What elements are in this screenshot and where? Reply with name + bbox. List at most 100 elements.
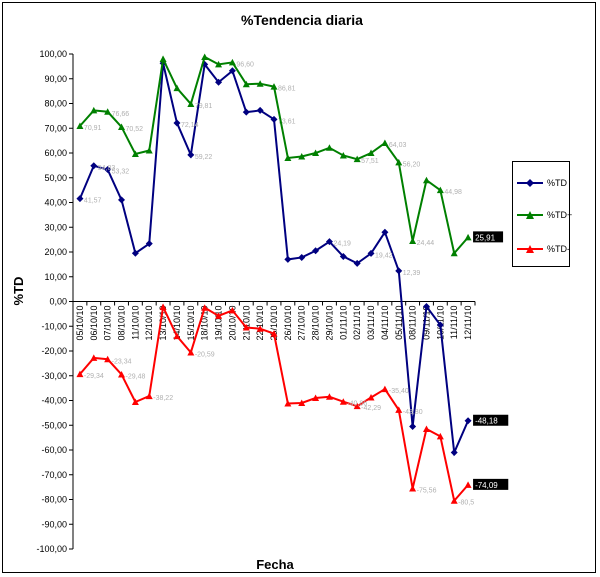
legend-item-td-plus: %TD+ bbox=[517, 208, 572, 222]
data-point-td-plus bbox=[76, 122, 84, 129]
data-point-td-plus bbox=[187, 100, 195, 107]
x-tick-label: 04/11/10 bbox=[380, 306, 390, 340]
data-label-td: 59,22 bbox=[195, 154, 213, 161]
data-point-td-plus bbox=[90, 106, 98, 114]
data-point-td bbox=[131, 249, 139, 257]
y-tick-label: 100,00 bbox=[39, 49, 67, 59]
data-point-td-plus bbox=[242, 80, 250, 88]
data-point-td bbox=[298, 253, 306, 261]
y-tick-label: 50,00 bbox=[44, 173, 67, 183]
data-point-td-minus bbox=[76, 370, 84, 378]
x-tick-label: 15/10/10 bbox=[186, 306, 196, 341]
data-point-td bbox=[464, 417, 472, 425]
data-point-td-plus bbox=[395, 158, 403, 166]
data-point-td-plus bbox=[131, 150, 139, 157]
data-point-td-plus bbox=[464, 233, 472, 241]
legend-marker-td-plus bbox=[517, 211, 543, 219]
x-tick-label: 07/10/10 bbox=[103, 306, 113, 341]
x-tick-label: 27/10/10 bbox=[297, 306, 307, 341]
data-label-td-minus: -74,09 bbox=[475, 481, 498, 490]
x-tick-label: 28/10/10 bbox=[311, 306, 321, 341]
data-label-td: 12,39 bbox=[403, 270, 421, 277]
data-point-td bbox=[422, 302, 430, 310]
data-label-box-td bbox=[473, 414, 509, 426]
data-label-td-plus: 79,81 bbox=[195, 103, 213, 110]
data-point-td-minus bbox=[173, 332, 181, 340]
data-label-td: 54,83 bbox=[98, 165, 116, 172]
legend-marker-td-minus bbox=[517, 245, 543, 253]
data-point-td-plus bbox=[339, 151, 347, 159]
data-label-td-minus: -29,48 bbox=[126, 373, 146, 380]
data-label-td-minus: -75,56 bbox=[417, 488, 437, 495]
x-tick-label: 21/10/10 bbox=[241, 306, 251, 341]
y-tick-label: -90,00 bbox=[41, 519, 67, 529]
data-point-td bbox=[381, 228, 389, 236]
x-tick-label: 22/10/10 bbox=[255, 306, 265, 341]
data-point-td-minus bbox=[325, 393, 333, 400]
data-point-td-plus bbox=[215, 60, 223, 68]
data-point-td-minus bbox=[131, 398, 139, 405]
data-label-td-plus: 25,91 bbox=[475, 233, 496, 242]
data-point-td bbox=[118, 196, 126, 204]
data-label-td-plus: 96,60 bbox=[236, 61, 254, 68]
data-label-box-td-plus bbox=[473, 231, 504, 243]
data-point-td-minus bbox=[104, 355, 112, 363]
x-tick-label: 05/11/10 bbox=[394, 306, 404, 340]
data-point-td-plus bbox=[256, 80, 264, 87]
data-point-td-minus bbox=[145, 392, 153, 400]
legend-label-td-minus: %TD- bbox=[547, 244, 570, 254]
data-point-td bbox=[284, 255, 292, 263]
data-point-td-minus bbox=[381, 385, 389, 393]
y-tick-label: 80,00 bbox=[44, 99, 67, 109]
data-point-td bbox=[242, 108, 250, 116]
data-point-td-minus bbox=[450, 497, 458, 504]
y-tick-label: -80,00 bbox=[41, 495, 67, 505]
y-tick-label: 20,00 bbox=[44, 247, 67, 257]
data-label-td-plus: 70,91 bbox=[84, 125, 102, 132]
data-label-td-minus: -38,22 bbox=[153, 395, 173, 402]
data-label-td: 73,61 bbox=[278, 118, 296, 125]
legend-item-td-minus: %TD- bbox=[517, 242, 570, 256]
data-label-td-plus: 24,44 bbox=[417, 240, 435, 247]
data-point-td-plus bbox=[381, 139, 389, 147]
data-point-td bbox=[353, 259, 361, 267]
data-point-td-plus bbox=[325, 144, 333, 151]
data-point-td-plus bbox=[409, 237, 417, 245]
data-label-td-minus: -23,34 bbox=[112, 358, 132, 365]
data-point-td bbox=[367, 249, 375, 257]
y-tick-label: -10,00 bbox=[41, 321, 67, 331]
y-tick-label: -50,00 bbox=[41, 420, 67, 430]
data-point-td-minus bbox=[228, 306, 236, 314]
x-tick-label: 05/10/10 bbox=[75, 306, 85, 341]
y-tick-label: 40,00 bbox=[44, 198, 67, 208]
data-label-box-td-minus bbox=[473, 478, 509, 490]
data-point-td bbox=[76, 195, 84, 203]
y-tick-label: -20,00 bbox=[41, 346, 67, 356]
data-point-td-plus bbox=[353, 155, 361, 163]
data-point-td bbox=[90, 162, 98, 170]
y-tick-label: -40,00 bbox=[41, 396, 67, 406]
data-label-td-plus: 64,03 bbox=[389, 142, 407, 149]
x-tick-label: 19/10/10 bbox=[214, 306, 224, 341]
data-point-td-minus bbox=[409, 485, 417, 492]
y-tick-label: -30,00 bbox=[41, 371, 67, 381]
y-tick-label: -100,00 bbox=[36, 544, 67, 554]
x-tick-label: 14/10/10 bbox=[172, 306, 182, 341]
x-tick-label: 03/11/10 bbox=[366, 306, 376, 340]
data-label-td-plus: 76,66 bbox=[112, 111, 130, 118]
data-point-td bbox=[256, 106, 264, 114]
data-point-td-minus bbox=[395, 406, 403, 413]
y-tick-label: -70,00 bbox=[41, 470, 67, 480]
data-point-td-minus bbox=[353, 402, 361, 410]
y-tick-label: -60,00 bbox=[41, 445, 67, 455]
x-tick-label: 26/10/10 bbox=[283, 306, 293, 341]
data-point-td-plus bbox=[367, 149, 375, 156]
data-label-td-minus: -80,5 bbox=[458, 500, 474, 507]
x-tick-label: 06/10/10 bbox=[89, 306, 99, 341]
legend-item-td: %TD bbox=[517, 176, 567, 190]
data-point-td-plus bbox=[436, 186, 444, 194]
data-point-td-minus bbox=[118, 370, 126, 378]
y-tick-label: 70,00 bbox=[44, 123, 67, 133]
data-point-td-minus bbox=[215, 312, 223, 319]
